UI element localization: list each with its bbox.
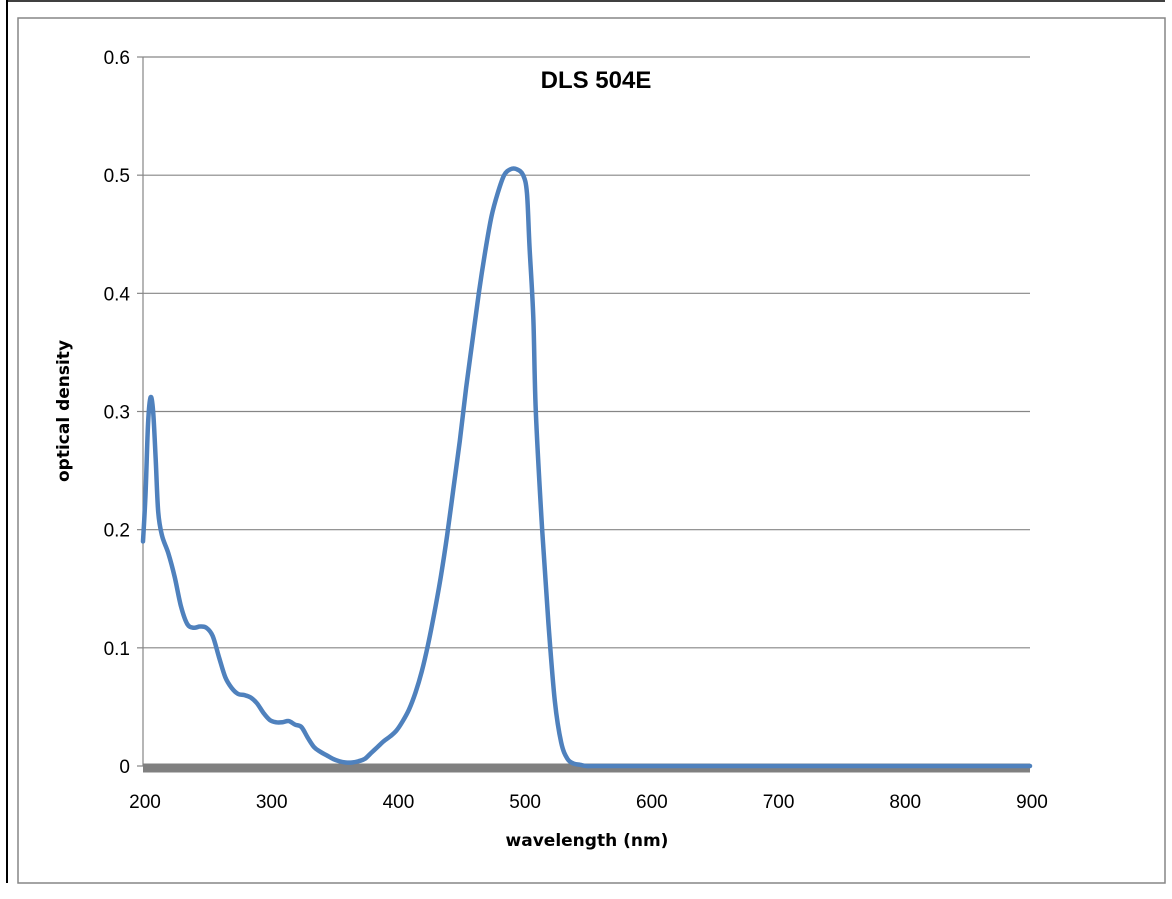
- y-tick-label: 0.1: [104, 639, 130, 660]
- x-tick-label: 500: [509, 792, 541, 813]
- y-tick-label: 0.5: [104, 166, 130, 187]
- x-tick-label: 800: [889, 792, 921, 813]
- x-tick-label: 600: [636, 792, 668, 813]
- y-tick-label: 0.2: [104, 521, 130, 542]
- series-layer: [140, 166, 1033, 773]
- chart-area-border: [17, 17, 1166, 884]
- chart-title: DLS 504E: [541, 67, 652, 94]
- x-tick-label: 400: [383, 792, 415, 813]
- y-tick-labels: 0 0.1 0.2 0.3 0.4 0.5 0.6: [104, 48, 131, 778]
- axes: [137, 56, 144, 767]
- x-axis-title: wavelength (nm): [506, 831, 669, 851]
- x-tick-label: 300: [256, 792, 288, 813]
- y-axis-title: optical density: [54, 340, 74, 482]
- y-tick-label: 0.3: [104, 403, 130, 424]
- x-tick-label: 200: [129, 792, 161, 813]
- gridlines: [143, 56, 1030, 649]
- x-tick-labels: 200 300 400 500 600 700 800 900: [129, 792, 1048, 813]
- y-tick-label: 0: [119, 757, 130, 778]
- y-tick-label: 0.4: [104, 284, 131, 305]
- x-tick-label: 700: [763, 792, 795, 813]
- spectrum-line: [140, 166, 1033, 769]
- x-tick-label: 900: [1016, 792, 1048, 813]
- y-tick-label: 0.6: [104, 48, 130, 69]
